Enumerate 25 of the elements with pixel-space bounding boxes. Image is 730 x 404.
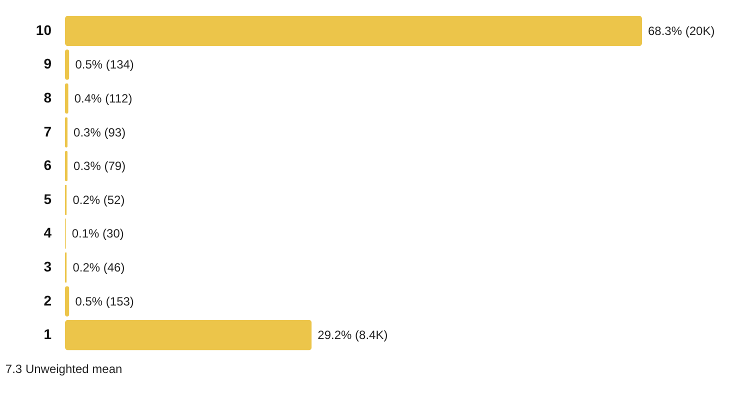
- y-tick-label: 5: [44, 190, 52, 207]
- y-tick-label: 8: [44, 90, 52, 106]
- y-tick-label: 7: [44, 123, 52, 140]
- y-tick-label: 2: [44, 292, 52, 308]
- y-tick-label: 6: [44, 157, 52, 174]
- bar: [65, 16, 642, 46]
- bar: [65, 320, 312, 350]
- data-label: 0.4% (112): [74, 92, 132, 106]
- y-tick-label: 1: [44, 326, 52, 342]
- data-label: 68.3% (20K): [648, 24, 715, 38]
- data-label: 0.3% (79): [74, 159, 126, 174]
- y-tick-label: 9: [44, 56, 52, 72]
- y-tick-label: 3: [44, 258, 52, 274]
- text: 7.3 Unweighted mean: [5, 362, 122, 376]
- y-tick-label: 10: [36, 22, 52, 38]
- data-label: 0.1% (30): [72, 226, 124, 241]
- bar: [65, 150, 68, 182]
- data-label: 0.2% (46): [72, 260, 125, 274]
- y-tick-label: 4: [44, 224, 52, 241]
- bar: [65, 117, 68, 148]
- data-label: 0.5% (153): [75, 294, 134, 308]
- data-label: 29.2% (8.4K): [318, 328, 388, 342]
- data-label: 0.3% (93): [74, 125, 126, 140]
- data-label: 0.2% (52): [72, 192, 125, 207]
- data-label: 0.5% (134): [75, 58, 134, 72]
